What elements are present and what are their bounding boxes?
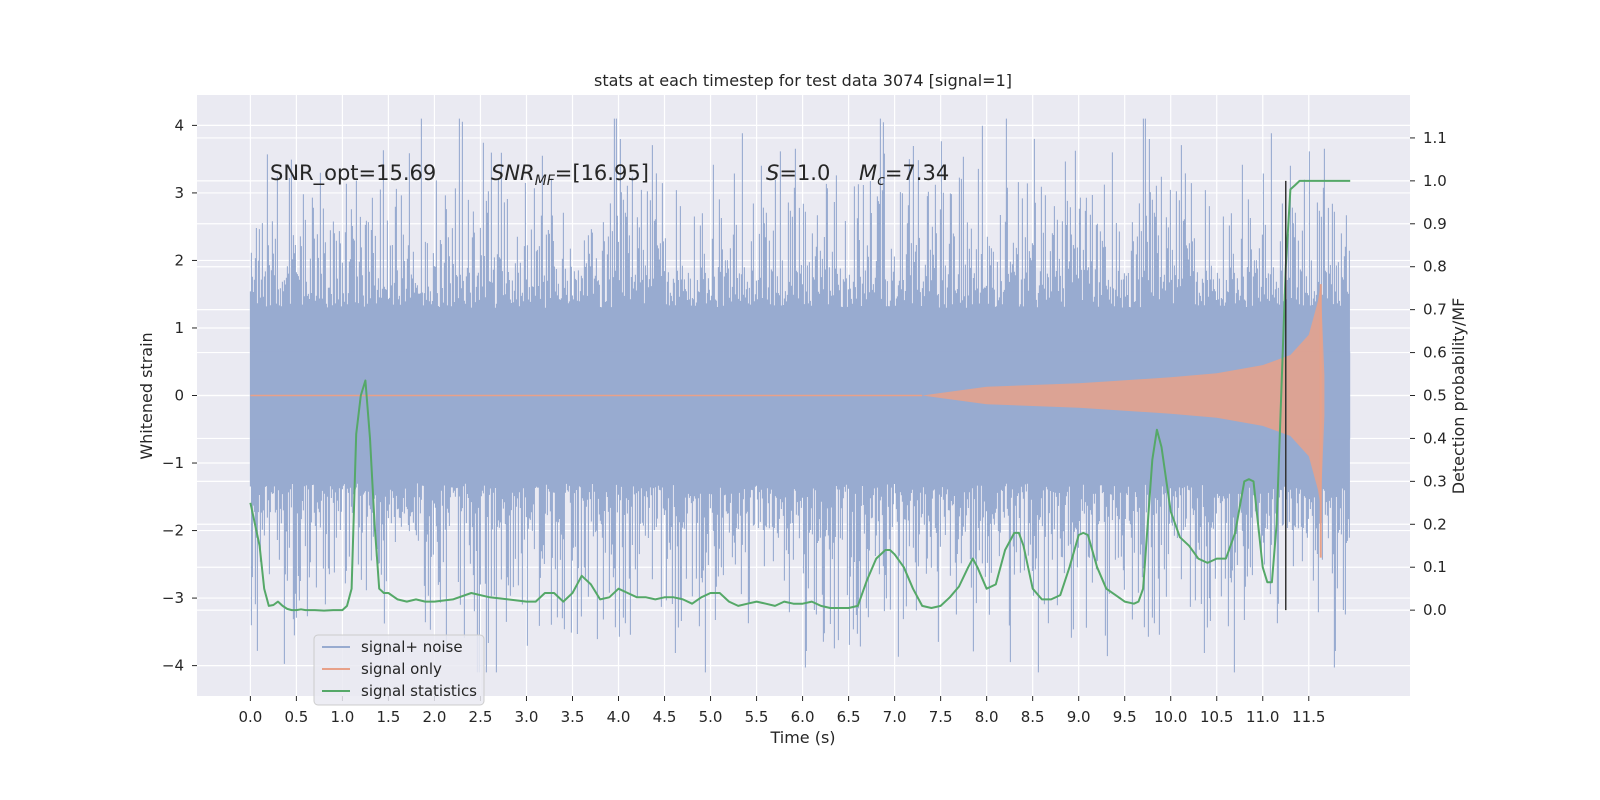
- annotation-mc: Mc=7.34: [859, 161, 949, 189]
- x-tick-label-10: 5.0: [699, 708, 723, 726]
- y-right-tick-label-3: 0.8: [1423, 258, 1447, 276]
- y-tick-label-1: 3: [174, 184, 184, 202]
- y-right-tick-label-6: 0.5: [1423, 387, 1447, 405]
- signal-only-envelope: [922, 284, 1325, 507]
- signal-statistics-line: [249, 179, 1351, 612]
- legend-label-signal-only: signal only: [361, 660, 442, 678]
- annotation-mc-subscript: c: [877, 173, 885, 189]
- annotation-snr-mf-symbol: SNR: [491, 161, 535, 185]
- annotation-mc-value: =7.34: [885, 161, 949, 185]
- annotation-snr-mf-value: =[16.95]: [555, 161, 649, 185]
- y-tick-label-6: −2: [162, 522, 184, 540]
- x-tick-label-7: 3.5: [561, 708, 585, 726]
- x-ticks: 0.0 0.5 1.0 1.5 2.0 2.5 3.0 3.5 4.0 4.5 5.0 5.5 6.0 6…: [238, 696, 1325, 726]
- x-tick-label-3: 1.5: [376, 708, 400, 726]
- legend-box: [313, 634, 485, 706]
- y-axis-label: Whitened strain: [137, 332, 156, 459]
- y-axis-label-right: Detection probability/MF: [1449, 298, 1468, 495]
- x-tick-label-19: 9.5: [1113, 708, 1137, 726]
- y-right-tick-label-4: 0.7: [1423, 301, 1447, 319]
- annotation-snr-mf: SNRMF=[16.95]: [491, 161, 649, 189]
- annotation-snr-mf-subscript: MF: [535, 173, 556, 189]
- x-tick-label-2: 1.0: [330, 708, 354, 726]
- x-tick-label-6: 3.0: [515, 708, 539, 726]
- annotation-mc-symbol: M: [859, 161, 877, 185]
- y-tick-label-7: −3: [162, 589, 184, 607]
- x-tick-label-15: 7.5: [929, 708, 953, 726]
- x-tick-label-16: 8.0: [975, 708, 999, 726]
- y-right-tick-label-8: 0.3: [1423, 472, 1447, 490]
- x-axis-label: Time (s): [769, 728, 835, 747]
- y-tick-label-5: −1: [162, 454, 184, 472]
- y-tick-label-4: 0: [174, 387, 184, 405]
- annotation-s-symbol: S: [766, 161, 779, 185]
- y-ticks-right: 1.1 1.0 0.9 0.8 0.7 0.6 0.5 0.4 0.3 0.2 0.1 0.0: [1410, 129, 1447, 619]
- y-right-tick-label-9: 0.2: [1423, 515, 1447, 533]
- x-tick-label-12: 6.0: [791, 708, 815, 726]
- annotation-snr-opt: SNR_opt=15.69: [270, 161, 436, 186]
- y-ticks: 4 3 2 1 0 −1 −2 −3 −4: [162, 116, 197, 675]
- y-tick-label-0: 4: [174, 116, 184, 134]
- x-tick-label-11: 5.5: [745, 708, 769, 726]
- x-tick-label-21: 10.5: [1200, 708, 1233, 726]
- y-right-tick-label-0: 1.1: [1423, 129, 1447, 147]
- signal-only-series: [250, 284, 1325, 558]
- x-tick-label-17: 8.5: [1021, 708, 1045, 726]
- y-right-tick-label-11: 0.0: [1423, 601, 1447, 619]
- y-tick-label-8: −4: [162, 657, 184, 675]
- x-tick-label-22: 11.0: [1246, 708, 1279, 726]
- chart-title: stats at each timestep for test data 307…: [594, 71, 1012, 90]
- annotation-s: S=1.0: [766, 161, 830, 185]
- y-right-tick-label-1: 1.0: [1423, 172, 1447, 190]
- x-tick-label-5: 2.5: [469, 708, 493, 726]
- y-tick-label-3: 1: [174, 319, 184, 337]
- y-right-tick-label-2: 0.9: [1423, 215, 1447, 233]
- x-tick-label-13: 6.5: [837, 708, 861, 726]
- x-tick-label-23: 11.5: [1292, 708, 1325, 726]
- y-tick-label-2: 2: [174, 251, 184, 269]
- annotation-s-value: =1.0: [779, 161, 830, 185]
- y-right-tick-label-10: 0.1: [1423, 558, 1447, 576]
- x-tick-label-0: 0.0: [238, 708, 262, 726]
- y-right-tick-label-5: 0.6: [1423, 344, 1447, 362]
- legend-label-signal-noise: signal+ noise: [361, 638, 463, 656]
- x-tick-label-1: 0.5: [284, 708, 308, 726]
- x-tick-label-4: 2.0: [423, 708, 447, 726]
- x-tick-label-20: 10.0: [1154, 708, 1187, 726]
- legend: signal+ noise signal only signal statist…: [313, 634, 485, 706]
- x-tick-label-9: 4.5: [653, 708, 677, 726]
- x-tick-label-8: 4.0: [607, 708, 631, 726]
- signal-statistics-series: [249, 179, 1351, 612]
- legend-label-signal-statistics: signal statistics: [361, 682, 477, 700]
- x-tick-label-18: 9.0: [1067, 708, 1091, 726]
- x-tick-label-14: 7.0: [883, 708, 907, 726]
- y-right-tick-label-7: 0.4: [1423, 429, 1447, 447]
